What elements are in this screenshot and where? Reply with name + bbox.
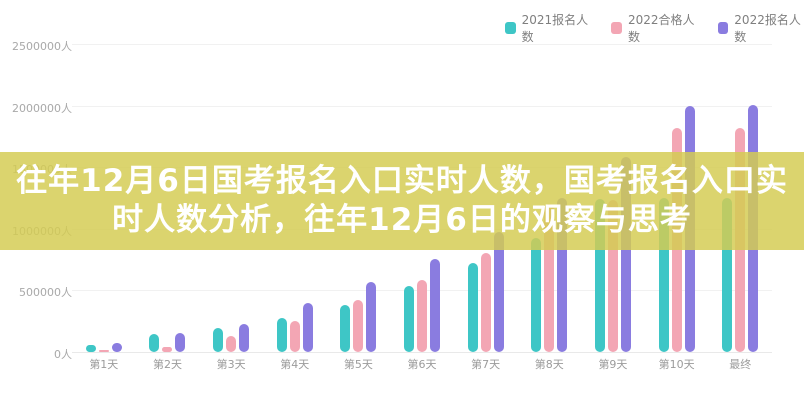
bar-2022报名人数-第1天 [111,342,122,352]
chart-legend: 2021报名人数 2022合格人数 2022报名人数 [505,11,804,45]
x-tick-label-第6天: 第6天 [407,358,437,371]
bar-2021报名人数-第5天 [340,305,351,352]
headline-line-1: 往年12月6日国考报名入口实时人数，国考报名入口实 [16,163,788,199]
bar-2021报名人数-第7天 [467,262,478,352]
legend-swatch-icon [505,22,516,34]
legend-label: 2022合格人数 [627,13,695,44]
bar-2021报名人数-最终 [722,198,733,352]
bar-2022报名人数-第7天 [493,231,504,352]
x-tick-label-第5天: 第5天 [343,358,373,371]
bar-2021报名人数-第4天 [276,318,287,352]
x-tick-label-第10天: 第10天 [658,358,695,371]
bar-2022合格人数-第1天 [98,350,109,352]
x-tick-label-最终: 最终 [729,358,752,371]
x-tick-label-第3天: 第3天 [216,358,246,371]
y-tick-label: 2000000人 [12,101,72,115]
bar-group-第9天 [581,44,645,352]
bar-2021报名人数-第6天 [404,286,415,352]
bar-group-第2天 [136,44,200,352]
bar-group-第1天 [72,44,136,352]
bar-2021报名人数-第9天 [594,198,605,352]
bar-2022合格人数-第6天 [417,279,428,352]
bar-2022报名人数-第6天 [430,259,441,352]
bar-group-第6天 [390,44,454,352]
bar-2022合格人数-第7天 [480,252,491,352]
bar-2022报名人数-第3天 [239,323,250,352]
bar-group-第4天 [263,44,327,352]
bar-2022报名人数-第4天 [302,302,313,352]
bar-2021报名人数-第10天 [658,198,669,352]
legend-label: 2021报名人数 [521,13,589,44]
x-tick-label-第8天: 第8天 [534,358,564,371]
y-tick-label: 500000人 [19,286,72,300]
x-tick-label-第7天: 第7天 [471,358,501,371]
x-tick-label-第9天: 第9天 [598,358,628,371]
bar-group-第3天 [199,44,263,352]
bar-2021报名人数-第3天 [213,328,224,352]
legend-item-2021报名人数[interactable]: 2021报名人数 [505,11,591,45]
gridline [72,44,772,45]
x-axis-labels: 第1天 第2天 第3天 第4天 第5天 第6天 第7天 第8天 第9天 第10天 最终 [72,356,772,372]
bar-2022合格人数-第3天 [226,336,237,352]
bar-group-第7天 [454,44,518,352]
bar-group-第5天 [327,44,391,352]
bar-2022报名人数-第2天 [175,332,186,352]
legend-swatch-icon [717,22,729,34]
legend-swatch-icon [611,22,622,34]
bar-2021报名人数-第2天 [149,334,160,352]
bar-2022报名人数-第5天 [366,281,377,352]
bar-2022报名人数-第9天 [620,156,631,352]
bar-group-第8天 [517,44,581,352]
y-tick-label: 0人 [54,348,72,361]
bar-2022报名人数-第8天 [557,198,568,352]
gridline [72,352,772,353]
legend-label: 2022报名人数 [734,13,801,44]
headline-line-2: 时人数分析，往年12月6日的观察与思考 [112,202,692,238]
bar-2022合格人数-第4天 [289,321,300,352]
x-tick-label-第4天: 第4天 [280,358,310,371]
bar-2022合格人数-第5天 [353,300,364,352]
bar-2022合格人数-第9天 [607,199,618,352]
bar-2022合格人数-第8天 [544,204,555,352]
bar-2021报名人数-第1天 [85,344,96,352]
legend-item-2022合格人数[interactable]: 2022合格人数 [611,11,697,45]
x-tick-label-第1天: 第1天 [89,358,119,371]
x-tick-label-第2天: 第2天 [152,358,182,371]
y-tick-label: 2500000人 [12,40,72,53]
headline-banner: 往年12月6日国考报名入口实时人数，国考报名入口实 时人数分析，往年12月6日的… [0,152,804,250]
legend-item-2022报名人数[interactable]: 2022报名人数 [717,11,804,45]
bar-2022合格人数-第2天 [162,347,173,352]
bar-2021报名人数-第8天 [531,238,542,352]
gridline [72,105,772,107]
